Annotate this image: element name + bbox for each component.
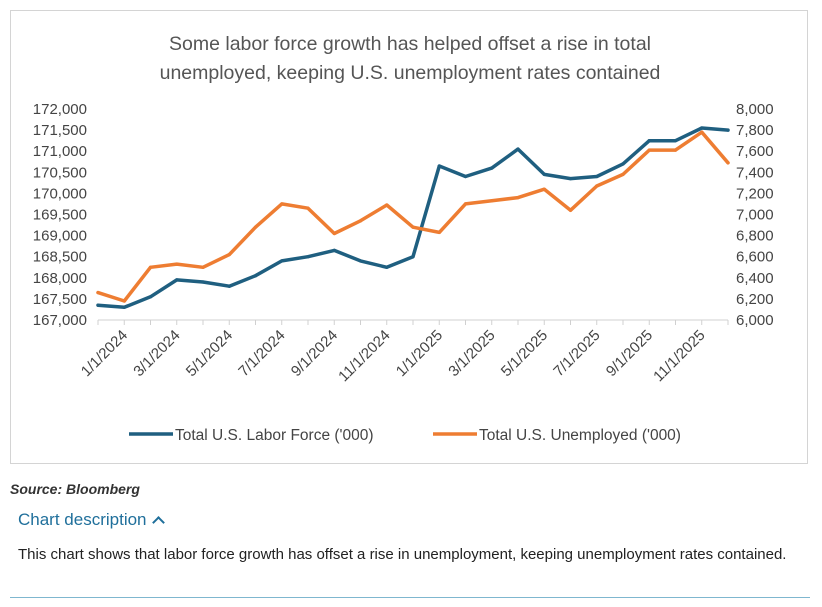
unemployed-point	[332, 231, 336, 236]
labor-force-point	[516, 147, 520, 151]
unemployed-point	[490, 199, 494, 203]
left-y-tick-label: 171,500	[33, 122, 87, 139]
left-y-tick-label: 168,500	[33, 249, 87, 266]
unemployed-point	[96, 290, 100, 295]
right-y-tick-label: 7,200	[736, 185, 774, 202]
labor-force-point	[700, 126, 704, 130]
labor-force-point	[280, 259, 284, 263]
labor-force-point	[726, 128, 730, 132]
unemployed-point	[253, 225, 258, 229]
labor-force-point	[306, 255, 310, 259]
labor-force-point	[96, 303, 100, 307]
unemployed-point	[358, 219, 363, 223]
unemployed-point	[227, 252, 231, 257]
unemployed-point	[175, 262, 179, 266]
labor-force-point	[673, 139, 678, 143]
x-tick-label: 7/1/2024	[235, 327, 288, 380]
left-y-tick-label: 172,000	[33, 101, 87, 118]
right-y-tick-label: 8,000	[736, 101, 774, 118]
chart-title-line: Some labor force growth has helped offse…	[169, 33, 651, 55]
right-y-tick-label: 6,600	[736, 249, 774, 266]
chart-description-toggle[interactable]: Chart description	[18, 510, 165, 530]
chart-description-text: This chart shows that labor force growth…	[18, 546, 787, 563]
right-y-tick-label: 6,400	[736, 270, 774, 287]
labor-force-point	[175, 278, 179, 282]
unemployed-point	[411, 225, 415, 229]
divider	[10, 597, 810, 598]
right-y-tick-label: 6,000	[736, 312, 774, 329]
left-y-tick-label: 171,000	[33, 143, 87, 160]
x-tick-label: 9/1/2025	[603, 327, 656, 380]
labor-force-point	[621, 162, 625, 166]
chart-source: Source: Bloomberg	[10, 481, 140, 497]
unemployed-point	[516, 196, 520, 200]
chart-description-label: Chart description	[18, 510, 147, 529]
labor-force-point	[568, 177, 573, 181]
left-y-tick-label: 167,500	[33, 291, 87, 308]
unemployed-point	[673, 148, 678, 152]
legend-label: Total U.S. Unemployed ('000)	[479, 427, 681, 444]
right-y-tick-label: 6,200	[736, 291, 774, 308]
unemployed-point	[201, 265, 205, 269]
x-tick-label: 7/1/2025	[550, 327, 603, 380]
labor-force-line	[96, 126, 730, 310]
x-tick-label: 3/1/2025	[445, 327, 498, 380]
labor-force-point	[227, 284, 231, 288]
labor-force-point	[542, 172, 546, 177]
unemployed-point	[568, 208, 573, 212]
labor-force-point	[122, 305, 126, 309]
labor-force-point	[595, 174, 599, 179]
right-y-tick-label: 7,800	[736, 122, 774, 139]
chart-title-line: unemployed, keeping U.S. unemployment ra…	[160, 62, 661, 84]
left-y-tick-label: 168,000	[33, 270, 87, 287]
labor-force-point	[358, 259, 363, 263]
labor-force-point	[332, 248, 336, 252]
unemployed-point	[647, 148, 651, 152]
unemployed-point	[595, 184, 599, 188]
labor-force-point	[148, 295, 153, 299]
labor-force-point	[490, 166, 494, 170]
left-y-tick-label: 167,000	[33, 312, 87, 329]
line-chart: Some labor force growth has helped offse…	[33, 33, 774, 444]
x-tick-label: 1/1/2024	[78, 327, 131, 380]
left-y-tick-label: 169,500	[33, 207, 87, 224]
labor-force-point	[463, 174, 468, 179]
labor-force-point	[647, 139, 651, 143]
labor-force-point	[253, 274, 258, 278]
left-y-tick-label: 170,000	[33, 185, 87, 202]
unemployed-point	[306, 206, 310, 210]
x-tick-label: 9/1/2024	[288, 327, 341, 380]
x-tick-label: 11/1/2024	[335, 327, 393, 385]
left-y-tick-label: 169,000	[33, 228, 87, 245]
left-y-tick-label: 170,500	[33, 164, 87, 181]
right-y-tick-label: 7,000	[736, 207, 774, 224]
right-y-tick-label: 6,800	[736, 228, 774, 245]
unemployed-point	[122, 299, 126, 303]
x-tick-label: 11/1/2025	[650, 327, 708, 385]
unemployed-point	[621, 172, 625, 177]
x-tick-label: 1/1/2025	[393, 327, 446, 380]
unemployed-point	[385, 203, 389, 207]
unemployed-point	[280, 202, 284, 206]
labor-force-point	[411, 255, 415, 259]
right-y-tick-label: 7,400	[736, 164, 774, 181]
x-tick-label: 5/1/2025	[498, 327, 551, 380]
right-y-tick-label: 7,600	[736, 143, 774, 160]
labor-force-point	[385, 265, 389, 269]
chevron-up-icon	[151, 516, 165, 529]
labor-force-point	[201, 280, 205, 284]
unemployed-point	[700, 130, 704, 134]
unemployed-point	[148, 265, 153, 269]
unemployed-point	[437, 230, 441, 235]
x-tick-label: 5/1/2024	[183, 327, 236, 380]
labor-force-point	[437, 164, 441, 168]
x-tick-label: 3/1/2024	[130, 327, 183, 380]
chart-frame: Some labor force growth has helped offse…	[10, 10, 808, 464]
unemployed-point	[726, 161, 730, 165]
unemployed-line	[96, 130, 730, 303]
unemployed-point	[463, 202, 468, 206]
legend-label: Total U.S. Labor Force ('000)	[175, 427, 374, 444]
unemployed-point	[542, 187, 546, 191]
